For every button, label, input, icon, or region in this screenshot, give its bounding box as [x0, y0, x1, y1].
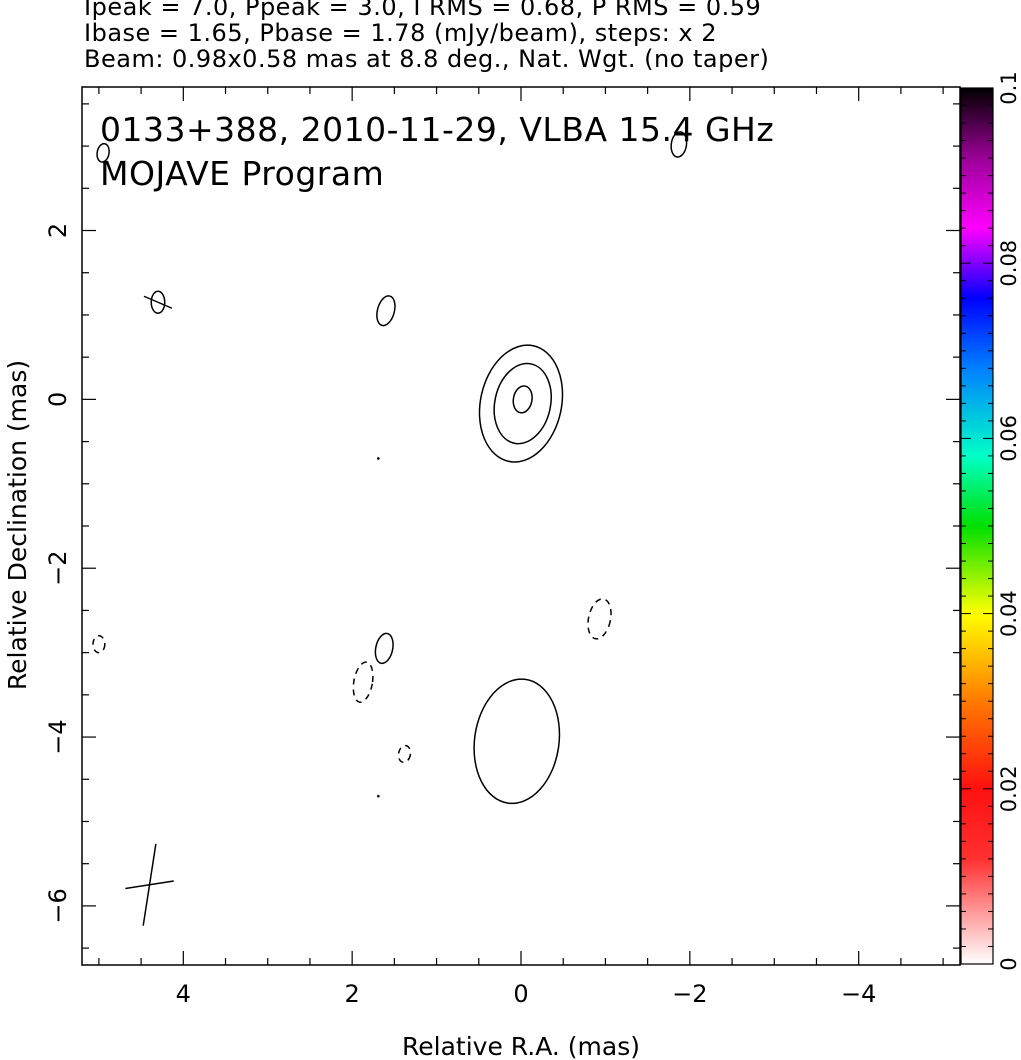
x-tick-label: −4 — [841, 980, 876, 1008]
contour-blob-left — [150, 290, 166, 315]
colorbar-label: 0.06 — [997, 415, 1021, 462]
contour-neg-left-edge — [92, 635, 106, 654]
contour-blob-upper-left — [96, 142, 110, 163]
colorbar-label: 0 — [997, 957, 1021, 970]
y-axis-label: Relative Declination (mas) — [3, 360, 32, 690]
y-tick-label: −4 — [44, 719, 72, 754]
contour-neg-mid-left — [352, 661, 374, 703]
colorbar-label: 0.08 — [997, 240, 1021, 287]
contour-neg-mid-small — [397, 744, 412, 764]
axis-ticks — [82, 87, 960, 965]
contour-blob-mid-upper — [376, 295, 396, 327]
contour-layer — [92, 131, 688, 805]
x-tick-label: 0 — [513, 980, 528, 1008]
y-tick-label: −2 — [44, 551, 72, 586]
beam-minor-axis — [125, 880, 174, 890]
header-line-2: Ibase = 1.65, Pbase = 1.78 (mJy/beam), s… — [84, 19, 718, 47]
x-tick-label: 2 — [345, 980, 360, 1008]
header-line-3: Beam: 0.98x0.58 mas at 8.8 deg., Nat. Wg… — [84, 45, 770, 73]
dot-lower — [377, 794, 380, 798]
y-tick-label: 2 — [44, 223, 72, 238]
contour-neg-right — [587, 598, 612, 640]
header-line-1: Ipeak = 7.0, Ppeak = 3.0, I RMS = 0.68, … — [84, 0, 762, 21]
colorbar-label: 0.04 — [997, 590, 1021, 637]
contour-core-outer — [478, 344, 564, 463]
tick-labels: 4 2 0 −2 −4 2 0 −2 −4 −6 — [44, 223, 876, 1008]
contour-core-inner — [512, 385, 533, 414]
colorbar-ticks: 0 0.02 0.04 0.06 0.08 0.1 — [961, 71, 1021, 971]
x-axis-label: Relative R.A. (mas) — [402, 1032, 640, 1060]
colorbar-label: 0.02 — [997, 765, 1021, 812]
chart-subtitle: MOJAVE Program — [100, 154, 384, 193]
marker-layer — [125, 295, 174, 926]
chart-title: 0133+388, 2010-11-29, VLBA 15.4 GHz — [100, 110, 774, 149]
marker-cross-line — [143, 295, 173, 309]
contour-jet-blob — [473, 678, 561, 805]
contour-core-middle — [493, 362, 552, 445]
y-tick-label: −6 — [44, 888, 72, 923]
x-tick-label: −2 — [672, 980, 707, 1008]
dot-upper — [377, 457, 380, 460]
contour-blob-upper-right — [670, 131, 688, 158]
colorbar — [960, 87, 994, 965]
contour-blob-mid-lower — [374, 632, 394, 665]
plot-frame — [81, 86, 961, 966]
x-tick-label: 4 — [176, 980, 191, 1008]
colorbar-label: 0.1 — [997, 71, 1021, 104]
y-tick-label: 0 — [44, 392, 72, 407]
